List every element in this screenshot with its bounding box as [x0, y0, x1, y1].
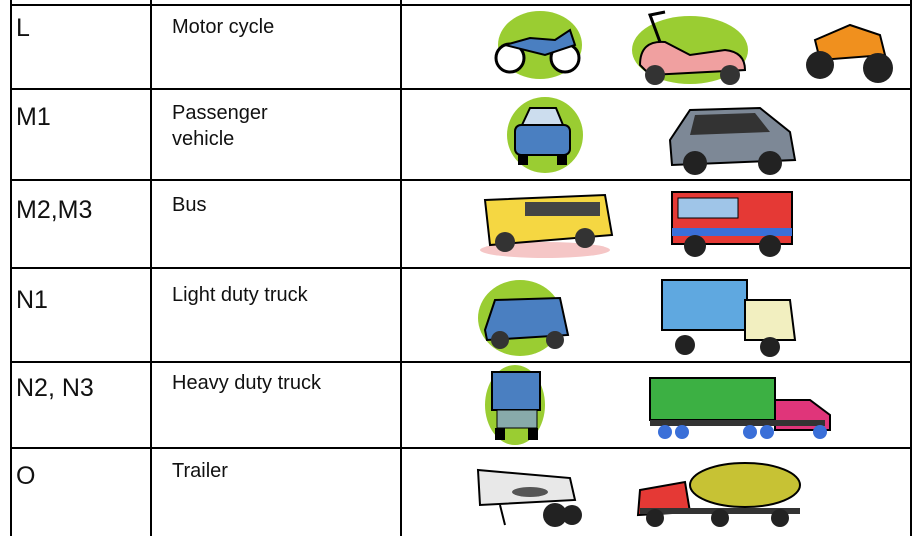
scooter-icon [632, 10, 748, 85]
atv-icon [806, 23, 893, 83]
car-front-icon [507, 97, 583, 173]
class-desc: Motor cycle [172, 16, 275, 38]
school-bus-icon [480, 193, 614, 258]
class-code: O [16, 462, 36, 490]
class-code: M1 [16, 103, 51, 131]
class-desc: Heavy duty truck [172, 372, 321, 394]
class-desc: Light duty truck [172, 284, 308, 306]
city-bus-icon [671, 191, 793, 257]
class-code: N1 [16, 286, 48, 314]
motorcycle-icon [494, 11, 582, 79]
trailer-icon [476, 468, 582, 527]
class-desc: Bus [172, 194, 207, 216]
class-code: L [16, 14, 30, 42]
class-code: N2, N3 [16, 374, 94, 402]
semi-truck-icon [649, 377, 831, 439]
truck-front-icon [485, 365, 545, 445]
tanker-icon [636, 462, 801, 527]
van-icon [478, 280, 570, 356]
class-desc: Trailer [172, 460, 228, 482]
box-truck-icon [661, 279, 797, 357]
class-desc: Passenger vehicle [172, 102, 268, 150]
table-grid [10, 0, 912, 536]
class-code: M2,M3 [16, 196, 93, 224]
suv-icon [668, 106, 797, 175]
